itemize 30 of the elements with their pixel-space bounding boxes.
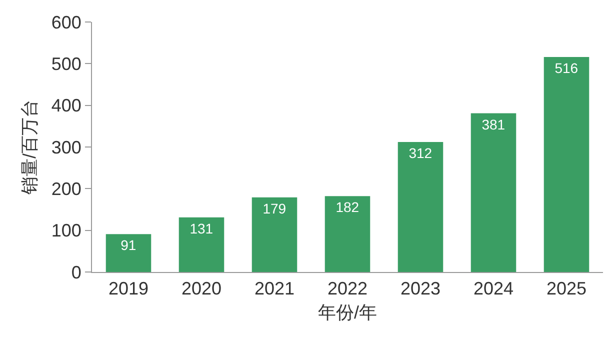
- x-tick-label: 2021: [254, 278, 295, 299]
- y-tick-label: 100: [51, 220, 82, 241]
- bar: [324, 196, 370, 272]
- x-tick-label: 2020: [181, 278, 222, 299]
- x-tick-label: 2023: [400, 278, 441, 299]
- x-tick-label: 2019: [108, 278, 149, 299]
- bar: [470, 113, 516, 272]
- y-axis-title: 销量/百万台: [20, 99, 40, 196]
- bar: [252, 197, 298, 272]
- y-tick-label: 0: [71, 262, 82, 282]
- y-tick-label: 600: [51, 12, 82, 32]
- x-tick-label: 2025: [546, 278, 587, 299]
- y-tick-label: 300: [51, 137, 82, 158]
- x-axis-title: 年份/年: [318, 302, 378, 323]
- data-label: 182: [336, 199, 360, 216]
- data-label: 131: [190, 220, 214, 236]
- y-tick-label: 200: [51, 178, 82, 199]
- data-label: 179: [262, 200, 286, 216]
- data-label: 381: [482, 116, 506, 132]
- y-tick-label: 400: [51, 96, 82, 116]
- data-label: 312: [408, 145, 432, 161]
- y-tick-label: 500: [51, 54, 82, 74]
- bar: [106, 234, 152, 272]
- bar: [544, 57, 590, 272]
- data-label: 516: [554, 60, 578, 76]
- bar: [398, 142, 444, 272]
- data-label: 91: [120, 237, 136, 254]
- bar: [178, 217, 224, 272]
- x-tick-label: 2022: [327, 278, 368, 299]
- x-tick-label: 2024: [473, 278, 514, 299]
